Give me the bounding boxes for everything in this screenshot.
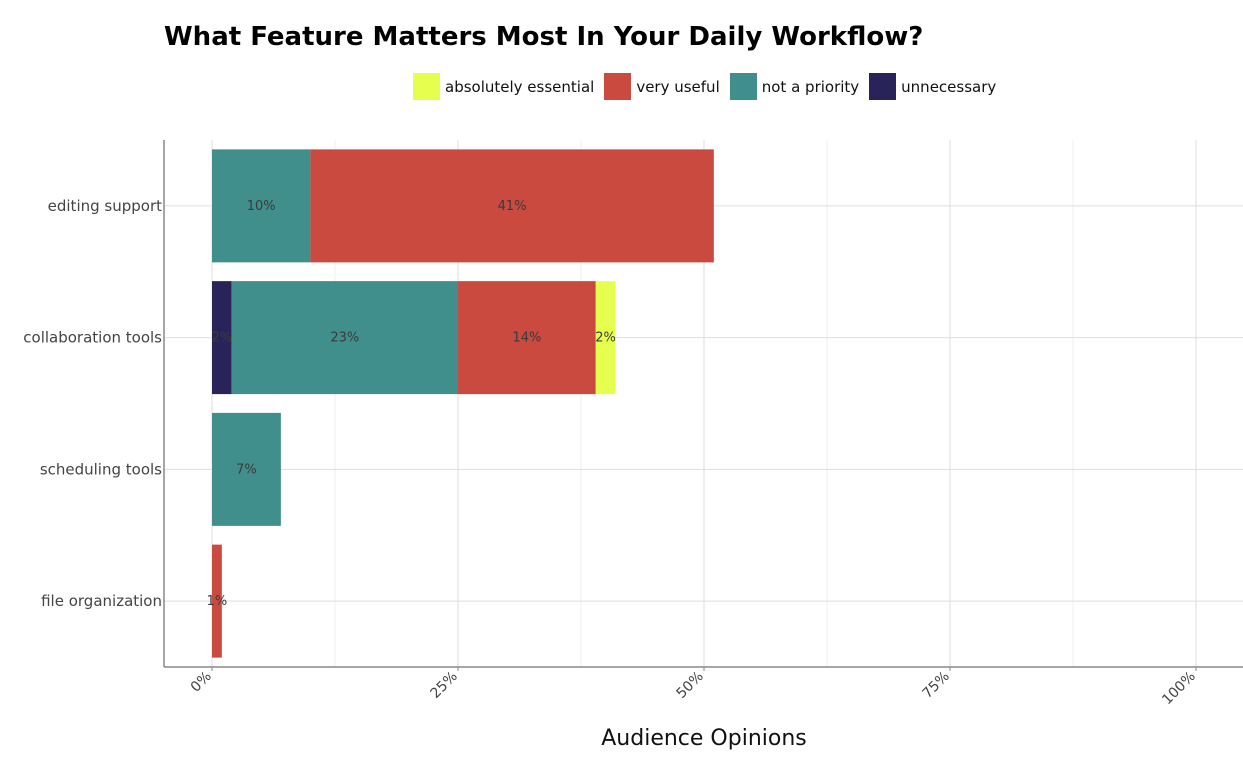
legend-label: absolutely essential: [445, 77, 595, 96]
chart-title: What Feature Matters Most In Your Daily …: [164, 22, 924, 52]
legend-swatch: [869, 73, 897, 100]
x-axis-title: Audience Opinions: [601, 726, 807, 751]
legend-item: very useful: [604, 73, 720, 100]
legend-item: not a priority: [729, 73, 860, 100]
data-label: 2%: [212, 331, 233, 346]
legend-swatch: [729, 73, 757, 100]
bar-segment: [212, 281, 232, 395]
legend-item: unnecessary: [869, 73, 996, 100]
x-tick-label: 75%: [920, 669, 953, 702]
legend-label: unnecessary: [901, 77, 997, 96]
y-tick-label: editing support: [48, 197, 162, 215]
bar-segment: [212, 544, 222, 658]
legend-item: absolutely essential: [413, 73, 594, 100]
y-tick-label: file organization: [41, 592, 162, 610]
x-tick-label: 25%: [428, 669, 461, 702]
data-label: 7%: [236, 462, 257, 477]
y-tick-label: collaboration tools: [23, 329, 162, 347]
bar-segment: [231, 281, 458, 395]
bar-segment: [458, 281, 596, 395]
bar-segment: [595, 281, 616, 395]
x-tick-label: 50%: [674, 669, 707, 702]
x-tick-label: 100%: [1159, 669, 1199, 709]
legend-label: not a priority: [761, 77, 860, 96]
bar-segment: [212, 149, 311, 263]
data-label: 23%: [330, 331, 359, 346]
legend: absolutely essential very useful not a pri…: [413, 72, 1006, 101]
bar-segment: [212, 412, 281, 526]
data-label: 10%: [247, 199, 276, 214]
data-label: 1%: [207, 594, 228, 609]
x-tick-label: 0%: [188, 669, 215, 696]
bar-segment: [310, 149, 714, 263]
legend-label: very useful: [636, 77, 720, 96]
data-label: 41%: [498, 199, 527, 214]
legend-swatch: [413, 73, 440, 100]
data-label: 14%: [512, 331, 541, 346]
data-label: 2%: [595, 331, 616, 346]
y-tick-label: scheduling tools: [40, 460, 162, 478]
legend-swatch: [604, 73, 632, 100]
